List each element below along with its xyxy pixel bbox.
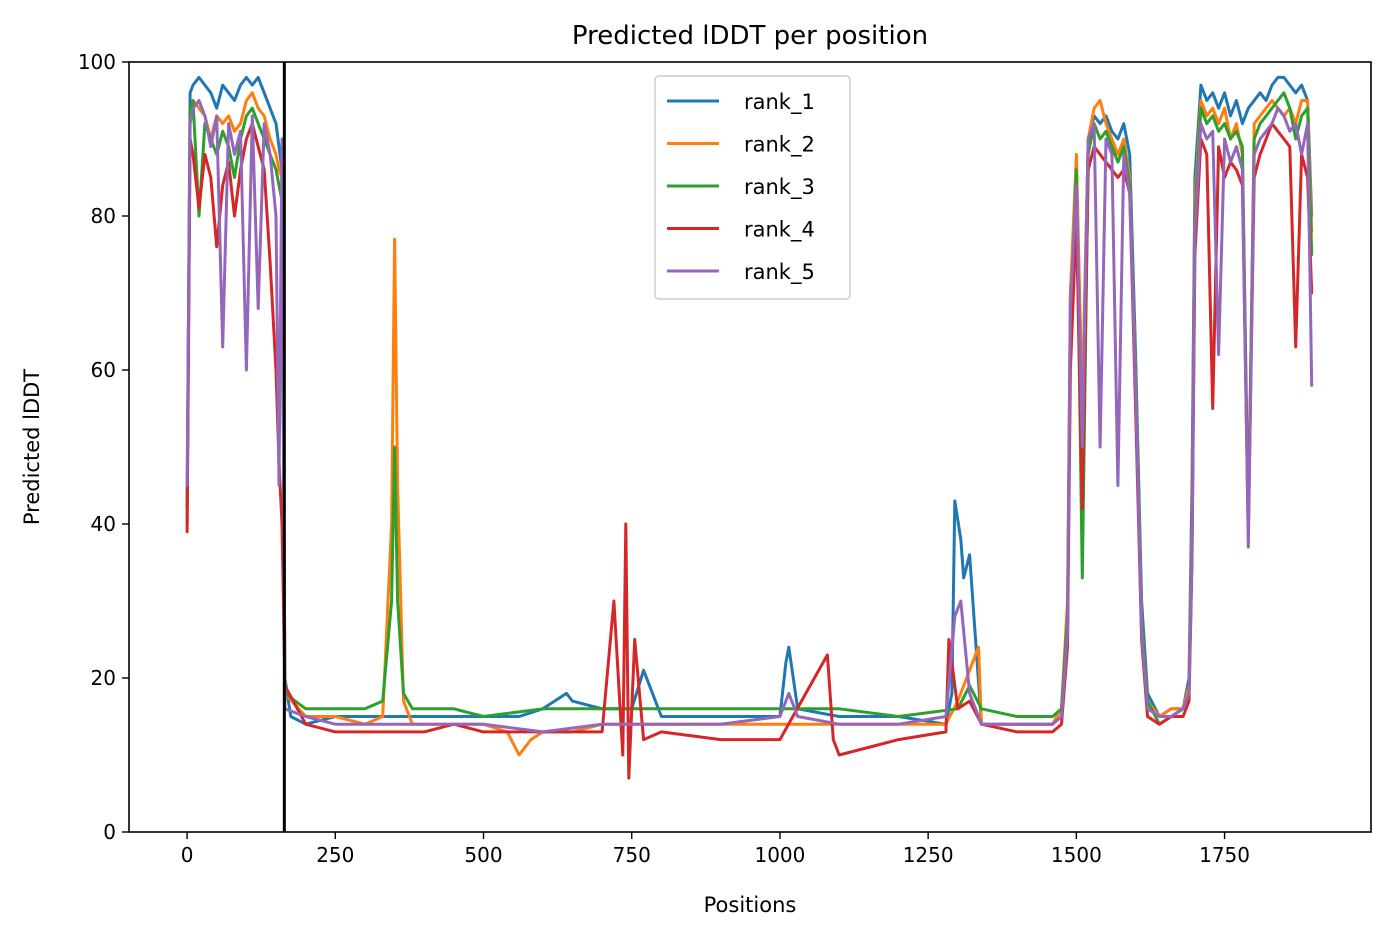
series-line-rank-1	[185, 75, 1314, 726]
legend-box	[654, 75, 851, 300]
y-tick-label: 60	[91, 358, 116, 382]
legend-label-rank-1: rank_1	[744, 90, 815, 115]
x-tick-label: 1500	[1051, 843, 1102, 867]
series-line-rank-3	[185, 91, 1314, 726]
y-tick-label: 0	[103, 820, 116, 844]
legend-label-rank-2: rank_2	[744, 133, 815, 158]
x-tick-label: 1250	[903, 843, 954, 867]
y-tick-label: 100	[78, 50, 116, 74]
y-axis-label: Predicted lDDT	[20, 369, 44, 525]
legend-label-rank-4: rank_4	[744, 218, 815, 243]
axes-frame	[128, 61, 1372, 833]
y-tick-label: 20	[91, 666, 116, 690]
plot-area	[185, 62, 1314, 832]
series-line-rank-2	[185, 91, 1314, 757]
legend-label-rank-5: rank_5	[744, 260, 815, 285]
series-line-rank-5	[185, 99, 1314, 734]
chart-title: Predicted lDDT per position	[572, 21, 928, 51]
x-axis: 0 250 500 750 1000 1250 1500 1750	[181, 832, 1250, 867]
x-tick-label: 500	[464, 843, 502, 867]
legend: rank_1 rank_2 rank_3 rank_4 rank_5	[654, 75, 851, 300]
series-layer	[185, 75, 1314, 780]
x-tick-label: 0	[181, 843, 194, 867]
y-tick-label: 80	[91, 204, 116, 228]
x-tick-label: 750	[613, 843, 651, 867]
x-tick-label: 1750	[1199, 843, 1250, 867]
x-axis-label: Positions	[704, 893, 797, 917]
x-tick-label: 1000	[754, 843, 805, 867]
legend-label-rank-3: rank_3	[744, 175, 815, 200]
y-axis: 0 20 40 60 80 100	[78, 50, 129, 844]
x-tick-label: 250	[316, 843, 354, 867]
y-tick-label: 40	[91, 512, 116, 536]
